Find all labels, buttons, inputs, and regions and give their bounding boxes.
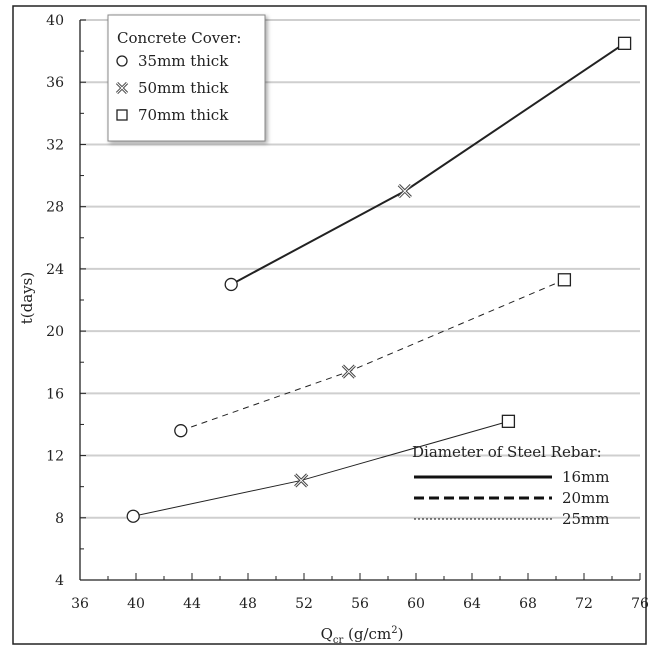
y-tick-label: 24: [46, 262, 64, 278]
y-tick-label: 28: [46, 200, 64, 216]
y-tick-label: 20: [46, 324, 64, 340]
y-tick-label: 36: [46, 75, 64, 91]
y-tick-label: 32: [46, 137, 64, 153]
circle-marker: [174, 424, 188, 438]
circle-marker: [116, 55, 128, 67]
y-tick-label: 16: [46, 386, 64, 402]
line-legend-label: 16mm: [562, 468, 610, 486]
marker-legend-label: 70mm thick: [138, 106, 229, 124]
y-tick-label: 8: [55, 511, 64, 527]
y-tick-label: 40: [46, 13, 64, 29]
marker-legend-label: 35mm thick: [138, 52, 229, 70]
circle-marker: [126, 509, 140, 523]
y-axis-title: t(days): [18, 272, 36, 324]
x-marker-inner: [294, 474, 308, 487]
x-tick-label: 44: [183, 596, 201, 612]
x-tick-label: 60: [407, 596, 425, 612]
x-marker: [341, 364, 356, 379]
x-tick-label: 76: [631, 596, 648, 612]
x-tick-label: 48: [239, 596, 257, 612]
x-tick-label: 64: [463, 596, 481, 612]
y-tick-label: 4: [55, 573, 64, 589]
x-marker-inner: [116, 82, 128, 94]
x-tick-label: 40: [127, 596, 145, 612]
line-legend-label: 25mm: [562, 510, 610, 528]
line-legend-label: 20mm: [562, 489, 610, 507]
x-marker: [397, 184, 412, 199]
x-axis-title: Qcr (g/cm2): [321, 625, 404, 646]
data-markers: [126, 36, 632, 523]
x-tick-label: 72: [575, 596, 593, 612]
line-legend: Diameter of Steel Rebar: 16mm 20mm 25mm: [412, 443, 610, 528]
x-tick-label: 56: [351, 596, 369, 612]
x-tick-label: 68: [519, 596, 537, 612]
circle-marker: [224, 277, 238, 292]
x-tick-label: 52: [295, 596, 313, 612]
square-marker: [557, 273, 572, 287]
line-legend-title: Diameter of Steel Rebar:: [412, 443, 602, 461]
x-marker: [115, 81, 129, 95]
x-marker-inner: [342, 365, 356, 378]
marker-legend-label: 50mm thick: [138, 79, 229, 97]
marker-legend-title: Concrete Cover:: [117, 29, 241, 47]
marker-legend: Concrete Cover: 35mm thick 50mm thick 70mm…: [107, 14, 266, 142]
x-marker-inner: [398, 184, 412, 198]
x-marker: [294, 473, 309, 488]
y-tick-label: 12: [46, 449, 64, 465]
line-legend-entries: 16mm 20mm 25mm: [414, 468, 610, 528]
marker-legend-entries: 35mm thick 50mm thick 70mm thick: [115, 52, 229, 124]
x-tick-label: 36: [71, 596, 89, 612]
marker-legend-box: [107, 14, 266, 142]
square-marker: [617, 36, 632, 50]
square-marker: [116, 109, 128, 121]
square-marker: [501, 414, 516, 428]
